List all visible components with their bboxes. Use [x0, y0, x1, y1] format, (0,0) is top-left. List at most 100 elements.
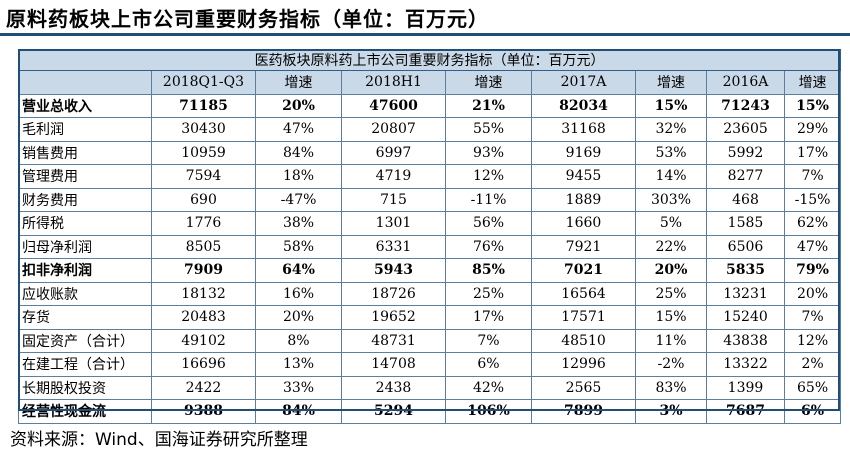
financial-table: 医药板块原料药上市公司重要财务指标（单位：百万元） 2018Q1-Q3 增速 201…: [17, 49, 842, 424]
table-cell: 1660: [531, 211, 636, 236]
table-cell: 15%: [635, 93, 707, 118]
table-cell: 12%: [783, 328, 842, 353]
table-cell: 3%: [635, 399, 707, 424]
row-label: 扣非净利润: [18, 258, 152, 283]
table-row: 长期股权投资 2422 33% 2438 42% 2565 83% 1399 65%: [18, 375, 842, 400]
table-cell: 20%: [635, 258, 707, 283]
table-cell: 32%: [635, 117, 707, 142]
row-label: 所得税: [18, 211, 152, 236]
column-header: 2016A: [706, 70, 785, 95]
table-cell: 29%: [783, 117, 842, 142]
source-note: 资料来源：Wind、国海证券研究所整理: [10, 430, 308, 450]
table-cell: 22%: [635, 234, 707, 259]
table-cell: 12996: [531, 352, 636, 377]
table-cell: 38%: [255, 211, 342, 236]
column-header: 增速: [255, 70, 342, 95]
table-cell: 33%: [255, 375, 342, 400]
table-cell: 84%: [255, 399, 342, 424]
table-cell: 15%: [635, 305, 707, 330]
table-cell: 6506: [706, 234, 785, 259]
table-cell: 10959: [151, 140, 256, 165]
table-row: 归母净利润 8505 58% 6331 76% 7921 22% 6506 47%: [18, 234, 842, 259]
table-row: 扣非净利润 7909 64% 5943 85% 7021 20% 5835 79%: [18, 258, 842, 283]
table-cell: 1776: [151, 211, 256, 236]
table-row: 经营性现金流 9388 84% 5294 106% 7899 3% 7687 6%: [18, 399, 842, 424]
table-cell: 82034: [531, 93, 636, 118]
row-label: 财务费用: [18, 187, 152, 212]
table-row: 固定资产（合计） 49102 8% 48731 7% 48510 11% 43838 12%: [18, 328, 842, 353]
table-cell: 1889: [531, 187, 636, 212]
row-label: 管理费用: [18, 164, 152, 189]
table-cell: 16%: [255, 281, 342, 306]
row-label: 营业总收入: [18, 93, 152, 118]
table-cell: 9388: [151, 399, 256, 424]
table-cell: 7021: [531, 258, 636, 283]
column-header: 2017A: [531, 70, 636, 95]
table-cell: 13322: [706, 352, 785, 377]
row-label: 应收账款: [18, 281, 152, 306]
row-label: 销售费用: [18, 140, 152, 165]
table-cell: 47%: [783, 234, 842, 259]
table-row: 财务费用 690 -47% 715 -11% 1889 303% 468 -15%: [18, 187, 842, 212]
row-label: 归母净利润: [18, 234, 152, 259]
column-header: 2018H1: [341, 70, 446, 95]
table-cell: 20%: [255, 305, 342, 330]
table-cell: 13%: [255, 352, 342, 377]
table-cell: 5943: [341, 258, 446, 283]
table-cell: 25%: [445, 281, 532, 306]
table-cell: 690: [151, 187, 256, 212]
row-label: 存货: [18, 305, 152, 330]
table-cell: 65%: [783, 375, 842, 400]
table-cell: 715: [341, 187, 446, 212]
table-cell: 11%: [635, 328, 707, 353]
table-cell: 8%: [255, 328, 342, 353]
table-cell: 30430: [151, 117, 256, 142]
row-label: 毛利润: [18, 117, 152, 142]
table-cell: 42%: [445, 375, 532, 400]
table-cell: 85%: [445, 258, 532, 283]
table-cell: 48731: [341, 328, 446, 353]
table-cell: 17571: [531, 305, 636, 330]
table-cell: 6997: [341, 140, 446, 165]
table-cell: 13231: [706, 281, 785, 306]
row-label: 经营性现金流: [18, 399, 152, 424]
page-title: 原料药板块上市公司重要财务指标（单位：百万元）: [6, 7, 489, 31]
table-cell: 1301: [341, 211, 446, 236]
table-cell: -47%: [255, 187, 342, 212]
table-cell: 5%: [635, 211, 707, 236]
table-cell: 48510: [531, 328, 636, 353]
table-cell: 14%: [635, 164, 707, 189]
table-cell: 84%: [255, 140, 342, 165]
table-cell: 55%: [445, 117, 532, 142]
table-cell: 15%: [783, 93, 842, 118]
table-cell: 7687: [706, 399, 785, 424]
table-cell: 12%: [445, 164, 532, 189]
table-cell: 7594: [151, 164, 256, 189]
table-cell: 6%: [445, 352, 532, 377]
column-header: 增速: [783, 70, 842, 95]
column-header: 2018Q1-Q3: [151, 70, 256, 95]
table-cell: 25%: [635, 281, 707, 306]
table-cell: 53%: [635, 140, 707, 165]
table-cell: 16564: [531, 281, 636, 306]
table-cell: 9169: [531, 140, 636, 165]
table-cell: 71243: [706, 93, 785, 118]
table-cell: -11%: [445, 187, 532, 212]
table-cell: 5294: [341, 399, 446, 424]
table-cell: 14708: [341, 352, 446, 377]
table-row: 所得税 1776 38% 1301 56% 1660 5% 1585 62%: [18, 211, 842, 236]
table-cell: 76%: [445, 234, 532, 259]
table-cell: 2422: [151, 375, 256, 400]
table-cell: 49102: [151, 328, 256, 353]
table-cell: 16696: [151, 352, 256, 377]
table-cell: 93%: [445, 140, 532, 165]
table-cell: 18%: [255, 164, 342, 189]
table-cell: 58%: [255, 234, 342, 259]
column-header: 增速: [445, 70, 532, 95]
table-cell: 4719: [341, 164, 446, 189]
table-cell: 8277: [706, 164, 785, 189]
table-cell: 1585: [706, 211, 785, 236]
table-cell: -2%: [635, 352, 707, 377]
table-cell: 5835: [706, 258, 785, 283]
table-row: 在建工程（合计） 16696 13% 14708 6% 12996 -2% 13322 2%: [18, 352, 842, 377]
